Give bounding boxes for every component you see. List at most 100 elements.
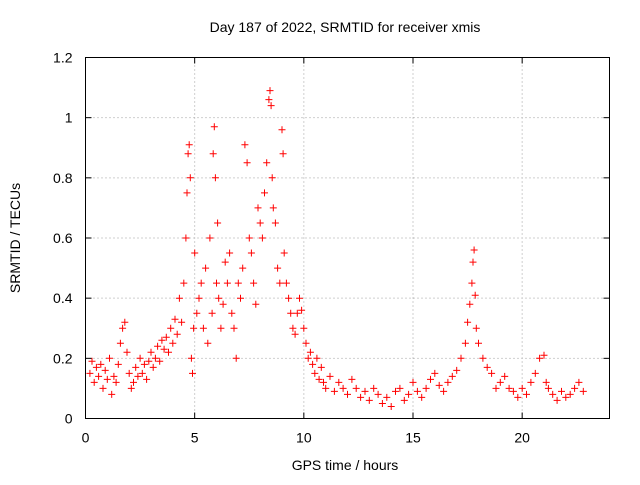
data-point [162,333,170,341]
data-point [268,174,276,182]
data-point [149,363,157,371]
data-point [282,279,290,287]
data-point [472,324,480,332]
data-point [217,324,225,332]
data-point [221,258,229,266]
data-point [278,126,286,134]
data-point [232,354,240,362]
y-tick-label: 1 [65,110,73,126]
data-point [204,339,212,347]
data-point [169,339,177,347]
data-point [505,384,513,392]
data-point [97,360,105,368]
data-point [330,387,338,395]
data-point [291,330,299,338]
data-point [483,363,491,371]
data-point [440,387,448,395]
data-point [317,363,325,371]
data-point [518,384,526,392]
data-point [116,339,124,347]
data-point [250,279,258,287]
data-point [298,306,306,314]
data-point [258,234,266,242]
data-point [468,279,476,287]
data-point [392,387,399,395]
data-point [466,300,474,308]
data-point [184,150,192,158]
data-point [265,96,273,104]
data-point [197,279,205,287]
data-point [195,294,203,302]
data-point [501,372,509,380]
data-point [213,279,220,287]
x-tick-label: 20 [514,430,530,446]
data-point [396,384,404,392]
data-point [234,279,242,287]
data-point [132,363,140,371]
data-points [86,87,587,410]
data-point [479,354,487,362]
data-point [106,354,113,362]
y-tick-label: 0.8 [53,170,73,186]
data-point [154,342,162,350]
data-point [211,174,219,182]
data-point [509,387,517,395]
data-point [92,363,100,371]
data-point [348,375,356,383]
data-point [579,387,587,395]
data-point [167,324,175,332]
data-point [280,249,288,257]
data-point [160,345,168,353]
data-point [344,390,351,398]
data-point [496,378,504,386]
data-point [422,384,430,392]
data-point [536,354,544,362]
data-point [300,324,308,332]
data-point [571,384,579,392]
data-point [134,372,142,380]
data-point [156,357,164,365]
data-point [210,123,218,131]
data-point [566,390,574,398]
data-point [171,315,179,323]
data-point [523,390,530,398]
data-point [326,372,334,380]
data-point [190,324,198,332]
y-tick-label: 0.6 [53,230,73,246]
data-point [448,372,456,380]
data-point [315,375,323,383]
y-tick-label: 1.2 [53,50,73,66]
data-point [103,375,111,383]
data-point [464,318,472,326]
data-point [352,384,360,392]
data-point [306,348,314,356]
data-point [400,396,408,404]
data-point [130,378,137,386]
data-point [165,348,172,356]
data-point [492,384,500,392]
data-point [413,387,421,395]
data-point [189,369,196,377]
data-point [271,219,279,227]
x-tick-label: 0 [82,430,90,446]
data-point [125,369,133,377]
data-point [274,264,282,272]
data-point [101,366,109,374]
data-point [427,375,434,383]
data-point [121,318,129,326]
data-point [302,339,310,347]
data-point [136,354,144,362]
data-point [378,400,386,407]
data-point [263,159,271,167]
data-point [558,387,565,395]
data-point [370,384,378,392]
data-point [544,384,552,392]
data-point [123,348,131,356]
data-point [453,366,461,374]
data-point [383,393,391,401]
data-point [241,141,249,149]
data-point [208,309,216,317]
data-point [320,378,327,386]
data-point [215,294,223,302]
data-point [256,219,264,227]
